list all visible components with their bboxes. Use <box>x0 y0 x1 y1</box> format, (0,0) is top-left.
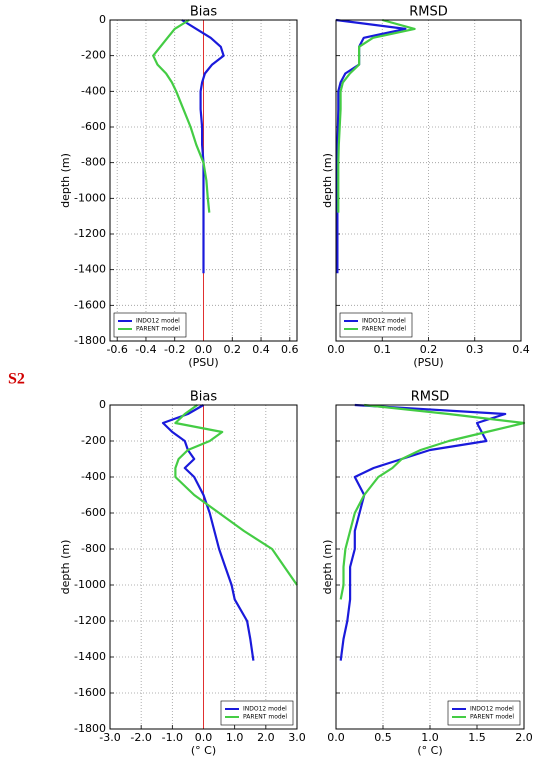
y-tick-label: -1200 <box>74 227 106 240</box>
legend-label: PARENT model <box>470 714 514 721</box>
y-tick-label: -1000 <box>74 578 106 591</box>
y-tick-label: -400 <box>81 470 106 483</box>
x-axis-label: (° C) <box>417 744 442 757</box>
y-axis-label: depth (m) <box>321 540 334 595</box>
x-tick-label: 3.0 <box>288 731 306 744</box>
y-tick-label: -800 <box>81 542 106 555</box>
legend-box <box>220 700 294 726</box>
legend-label: PARENT model <box>243 714 287 721</box>
x-tick-label: 0.2 <box>224 343 242 356</box>
x-tick-label: 0.0 <box>195 731 213 744</box>
x-tick-label: -0.4 <box>135 343 156 356</box>
series-line <box>337 18 416 213</box>
x-tick-label: -3.0 <box>99 731 120 744</box>
x-axis-label: (PSU) <box>188 356 218 369</box>
x-tick-label: -0.6 <box>106 343 127 356</box>
y-tick-label: -1600 <box>74 686 106 699</box>
y-axis-label: depth (m) <box>59 153 72 208</box>
x-tick-label: -1.0 <box>162 731 183 744</box>
chart-title: RMSD <box>409 5 448 20</box>
legend-box <box>113 312 187 338</box>
x-tick-label: 0.6 <box>281 343 299 356</box>
y-tick-label: -1800 <box>74 722 106 735</box>
x-tick-label: 1.0 <box>226 731 244 744</box>
chart-title: RMSD <box>411 390 450 405</box>
x-tick-label: 0.0 <box>195 343 213 356</box>
y-tick-label: -200 <box>81 49 106 62</box>
y-tick-label: -1200 <box>74 614 106 627</box>
x-tick-label: 2.0 <box>515 731 533 744</box>
y-tick-label: -1000 <box>74 191 106 204</box>
panel-label: S2 <box>8 371 25 388</box>
series-line <box>152 19 211 213</box>
plot-frame <box>109 19 298 342</box>
y-axis-label: depth (m) <box>59 540 72 595</box>
legend-label: INDO12 model <box>362 318 406 325</box>
y-tick-label: 0 <box>99 398 106 411</box>
x-axis-label: (PSU) <box>413 356 443 369</box>
legend-label: PARENT model <box>362 326 406 333</box>
x-tick-label: 0.3 <box>466 343 484 356</box>
x-tick-label: -2.0 <box>130 731 151 744</box>
x-tick-label: 0.5 <box>374 731 392 744</box>
x-tick-label: 0.4 <box>512 343 530 356</box>
plot-frame <box>335 404 525 730</box>
legend-box <box>447 700 521 726</box>
y-axis-label: depth (m) <box>321 153 334 208</box>
x-tick-label: 0.0 <box>327 731 345 744</box>
y-tick-label: -600 <box>81 120 106 133</box>
x-tick-label: 0.1 <box>374 343 392 356</box>
y-tick-label: -200 <box>81 434 106 447</box>
y-tick-label: -1400 <box>74 263 106 276</box>
x-tick-label: 0.0 <box>327 343 345 356</box>
x-tick-label: 2.0 <box>257 731 275 744</box>
x-tick-label: 0.4 <box>252 343 270 356</box>
series-line <box>339 403 526 600</box>
y-tick-label: -400 <box>81 84 106 97</box>
legend-label: PARENT model <box>136 326 180 333</box>
legend-label: INDO12 model <box>470 706 514 713</box>
y-tick-label: -1600 <box>74 298 106 311</box>
y-tick-label: 0 <box>99 13 106 26</box>
x-tick-label: 0.2 <box>420 343 438 356</box>
x-axis-label: (° C) <box>191 744 216 757</box>
y-tick-label: -600 <box>81 506 106 519</box>
x-tick-label: -0.2 <box>164 343 185 356</box>
series-line <box>174 404 298 586</box>
legend-label: INDO12 model <box>243 706 287 713</box>
chart-title: Bias <box>190 390 217 405</box>
y-tick-label: -800 <box>81 156 106 169</box>
plot-frame <box>109 404 298 730</box>
series-line <box>161 404 255 661</box>
x-tick-label: 1.0 <box>421 731 439 744</box>
x-tick-label: 1.5 <box>468 731 486 744</box>
legend-label: INDO12 model <box>136 318 180 325</box>
legend-box <box>339 312 413 338</box>
y-tick-label: -1800 <box>74 334 106 347</box>
plot-frame <box>335 19 522 342</box>
series-line <box>181 19 225 274</box>
chart-title: Bias <box>190 5 217 20</box>
y-tick-label: -1400 <box>74 650 106 663</box>
